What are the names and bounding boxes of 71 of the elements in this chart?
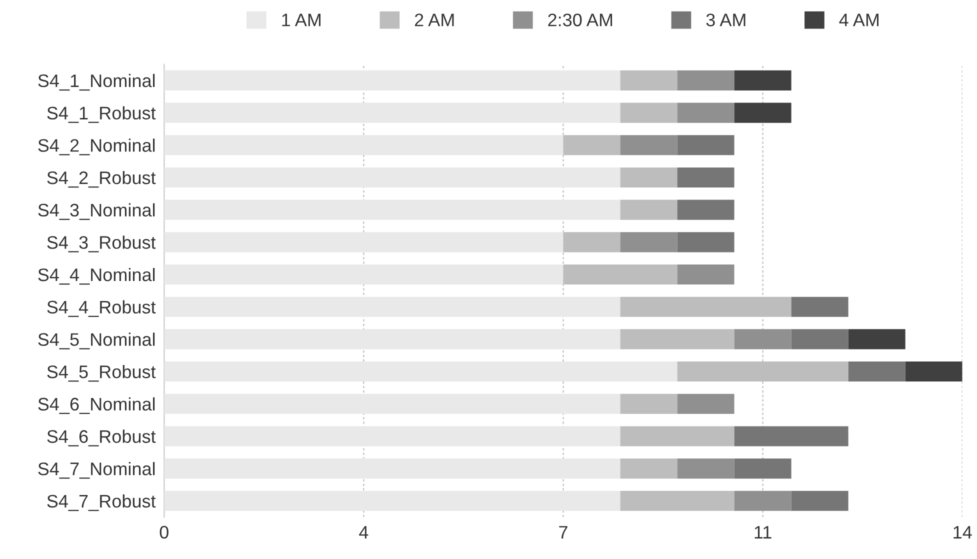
y-tick-label: S4_3_Robust <box>47 236 156 252</box>
bar <box>734 329 792 350</box>
bar <box>164 167 620 188</box>
bar <box>164 70 620 90</box>
bar <box>620 329 734 350</box>
bar <box>620 102 678 123</box>
bar <box>620 135 678 156</box>
x-tick-label: 11 <box>754 526 772 538</box>
bar <box>164 426 620 446</box>
y-tick-label: S4_7_Nominal <box>38 462 155 479</box>
bar <box>734 102 792 123</box>
bar <box>791 329 848 350</box>
bar <box>620 70 678 90</box>
x-tick-label: 14 <box>954 526 972 538</box>
bar <box>791 296 848 317</box>
x-tick-label: 0 <box>160 526 168 539</box>
y-tick-label: S4_5_Nominal <box>38 332 155 350</box>
bar <box>164 362 678 382</box>
bar <box>620 232 678 252</box>
legend-label: 1 AM <box>282 14 320 26</box>
bar <box>164 264 564 285</box>
y-tick-label: S4_7_Robust <box>47 494 156 512</box>
legend-label: 2:30 AM <box>548 14 612 26</box>
y-tick-label: S4_6_Robust <box>47 430 156 446</box>
legend-label: 3 AM <box>706 14 746 26</box>
bar <box>677 102 734 123</box>
y-tick-label: S4_2_Robust <box>47 170 156 188</box>
bar <box>734 426 848 446</box>
y-tick-label: S4_4_Nominal <box>38 268 155 285</box>
bar <box>734 70 792 90</box>
bar <box>791 490 848 511</box>
bar <box>734 458 792 479</box>
bar <box>677 264 734 285</box>
bar <box>164 394 620 414</box>
y-tick-label: S4_2_Nominal <box>38 138 155 156</box>
bar <box>620 394 678 414</box>
x-tick-label: 7 <box>559 526 568 538</box>
bar <box>164 135 564 156</box>
bar <box>620 167 678 188</box>
y-tick-label: S4_1_Nominal <box>38 74 155 91</box>
bar <box>677 232 734 252</box>
bar <box>677 135 734 156</box>
bar <box>677 70 734 90</box>
bar <box>677 200 734 220</box>
x-tick-label: 4 <box>359 526 368 538</box>
bar <box>848 362 906 382</box>
bar <box>164 102 620 123</box>
y-tick-label: S4_1_Robust <box>47 106 156 123</box>
y-tick-label: S4_3_Nominal <box>38 203 155 220</box>
bar <box>164 329 620 350</box>
bar <box>620 490 734 511</box>
legend-label: 4 AM <box>839 14 878 26</box>
y-tick-label: S4_4_Robust <box>47 300 156 317</box>
bar <box>164 296 620 317</box>
y-tick-label: S4_6_Nominal <box>38 397 155 414</box>
bar <box>677 458 734 479</box>
bar <box>848 329 906 350</box>
bar <box>905 362 962 382</box>
bar <box>677 167 734 188</box>
bar <box>677 394 734 414</box>
bar <box>620 296 792 317</box>
bar <box>164 232 564 252</box>
bar <box>620 426 734 446</box>
legend-label: 2 AM <box>414 14 454 26</box>
bar <box>734 490 792 511</box>
y-tick-label: S4_5_Robust <box>47 364 156 382</box>
bar <box>620 200 678 220</box>
bar <box>620 458 678 479</box>
bar <box>164 200 620 220</box>
bar <box>164 490 620 511</box>
bar <box>164 458 620 479</box>
